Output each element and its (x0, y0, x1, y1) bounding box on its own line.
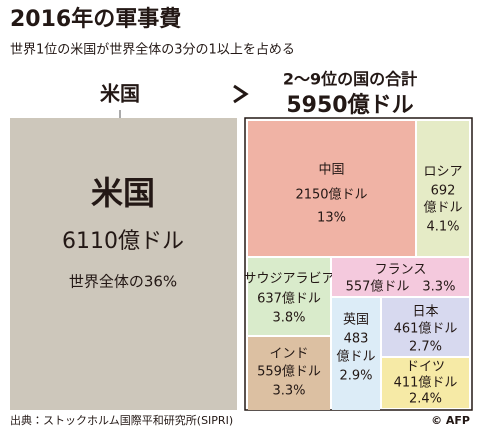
country-text: 3.8% (272, 311, 305, 326)
country-text: 483 (344, 332, 369, 347)
country-box (248, 337, 330, 410)
us-share: 世界全体の36% (69, 273, 177, 291)
country-box (332, 298, 380, 410)
others-label: 2～9位の国の合計 (283, 70, 417, 89)
country-text: 2150億ドル (295, 188, 367, 203)
country-text: 4.1% (426, 220, 459, 235)
credit: © AFP (431, 414, 470, 427)
country-text: 2.9% (339, 369, 372, 384)
country-text: ドイツ (406, 360, 445, 375)
country-text: 557億ドル 3.3% (346, 280, 456, 295)
country-text: 692 (431, 184, 456, 199)
country-text: 559億ドル (257, 365, 321, 380)
country-text: 2.7% (409, 340, 442, 355)
country-box (382, 358, 469, 408)
subtitle: 世界1位の米国が世界全体の3分の1以上を占める (10, 43, 295, 58)
country-text: 411億ドル (394, 376, 458, 391)
country-box (417, 121, 469, 256)
us-name: 米国 (91, 174, 155, 212)
country-text: 億ドル (336, 350, 375, 365)
chevron (233, 84, 249, 104)
us-box (10, 118, 237, 410)
us-label: 米国 (100, 82, 140, 106)
country-text: 2.4% (409, 392, 442, 407)
country-box (248, 258, 330, 335)
country-text: 3.3% (272, 384, 305, 399)
source: 出典：ストックホルム国際平和研究所(SIPRI) (10, 413, 233, 427)
others-total: 5950億ドル (286, 92, 413, 118)
treemap: 中国 2150億ドル 13% ロシア 692 億ドル 4.1% サウジアラビア 637億ドル 3.… (243, 121, 469, 410)
country-text: 日本 (412, 305, 438, 320)
country-text: フランス (375, 263, 427, 278)
country-box (248, 121, 415, 256)
country-text: ロシア (423, 165, 462, 180)
us-amount: 6110億ドル (62, 229, 184, 254)
country-box (332, 258, 469, 296)
title: 2016年の軍事費 (10, 6, 181, 32)
country-text: 461億ドル (394, 322, 458, 337)
country-box (382, 298, 469, 356)
country-text: サウジアラビア (243, 272, 334, 287)
country-text: 億ドル (423, 201, 462, 216)
country-text: 英国 (343, 313, 369, 328)
country-text: インド (269, 347, 308, 362)
country-text: 637億ドル (257, 292, 321, 307)
country-text: 13% (317, 211, 346, 226)
country-text: 中国 (318, 163, 344, 178)
